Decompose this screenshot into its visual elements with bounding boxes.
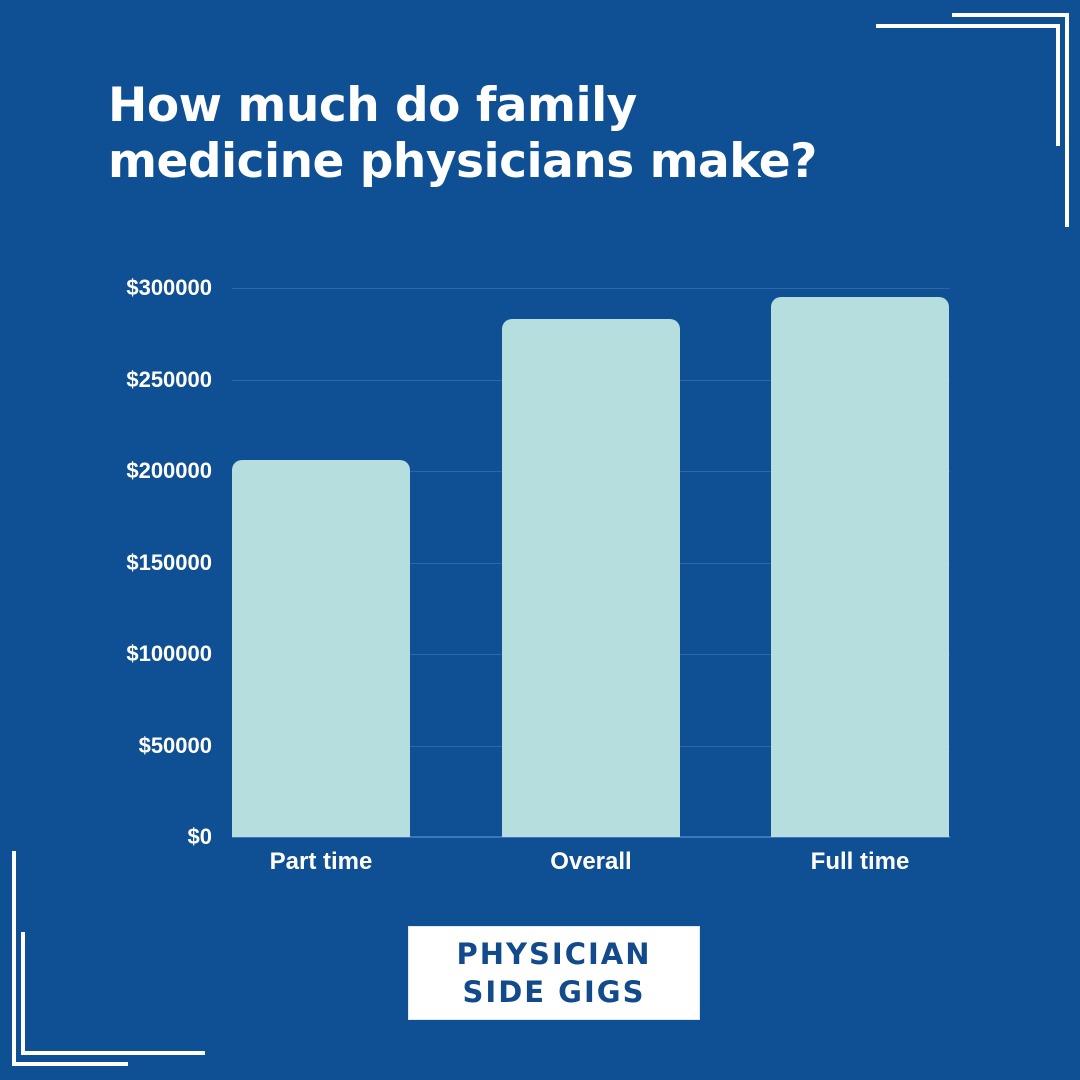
x-axis-label: Full time	[810, 848, 910, 875]
frame-line-right-inner	[1056, 24, 1060, 146]
frame-line-bottom-outer	[12, 1062, 128, 1066]
frame-line-top-inner	[876, 24, 1060, 28]
logo: PHYSICIAN SIDE GIGS	[408, 926, 700, 1020]
y-axis-tick-label: $200000	[126, 458, 212, 483]
title-line-2: medicine physicians make?	[108, 134, 817, 189]
y-axis-tick-label: $300000	[126, 275, 212, 300]
frame-line-right-outer	[1065, 13, 1069, 227]
bar-full-time	[771, 297, 949, 837]
logo-line-1: PHYSICIAN	[456, 937, 652, 971]
bar-overall	[502, 319, 680, 837]
chart-title: How much do family medicine physicians m…	[108, 78, 988, 190]
gridline	[232, 288, 950, 289]
logo-line-2: SIDE GIGS	[462, 975, 646, 1009]
frame-line-top-outer	[952, 13, 1069, 17]
y-axis-tick-label: $50000	[138, 732, 212, 758]
title-line-1: How much do family	[108, 78, 637, 133]
frame-line-bottom-inner	[21, 1051, 205, 1055]
y-axis-tick-label: $0	[187, 824, 212, 849]
x-axis-label: Part time	[269, 848, 373, 875]
x-axis-baseline	[232, 836, 950, 838]
y-axis-tick-label: $250000	[126, 366, 212, 392]
y-axis-tick-label: $150000	[126, 549, 212, 575]
y-axis-tick-label: $100000	[126, 641, 212, 666]
frame-line-left-inner	[21, 932, 25, 1055]
frame-line-left-outer	[12, 851, 16, 1066]
x-axis-label: Overall	[550, 848, 632, 875]
bar-part-time	[232, 460, 410, 837]
